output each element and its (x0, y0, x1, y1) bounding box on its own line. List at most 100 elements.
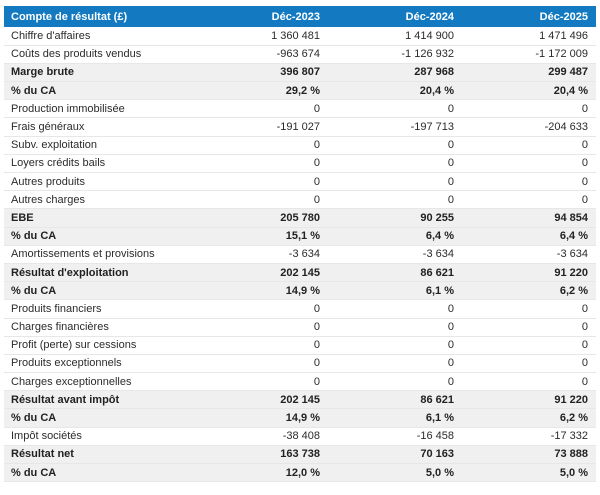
value-cell: -3 634 (462, 245, 596, 264)
value-cell: 5,0 % (462, 463, 596, 483)
value-cell: -3 634 (328, 245, 462, 264)
value-cell: 0 (328, 299, 462, 319)
row-label-cell: % du CA (4, 408, 194, 428)
value-cell: -204 633 (462, 117, 596, 137)
row-label-cell: Frais généraux (4, 117, 194, 137)
value-cell: 0 (194, 354, 328, 374)
row-label-cell: Amortissements et provisions (4, 245, 194, 264)
value-cell: 90 255 (328, 208, 462, 228)
header-cell-dec-2024: Déc-2024 (328, 6, 462, 27)
row-label-cell: Produits financiers (4, 299, 194, 319)
table-row: Résultat net 163 738 70 163 73 888 (4, 445, 596, 465)
value-cell: 91 220 (462, 390, 596, 410)
table-row: Autres produits 0 0 0 (4, 172, 596, 192)
value-cell: 0 (328, 372, 462, 392)
value-cell: 86 621 (328, 390, 462, 410)
row-label-cell: Autres charges (4, 190, 194, 210)
row-label-cell: Marge brute (4, 63, 194, 83)
row-label-cell: EBE (4, 208, 194, 228)
value-cell: 299 487 (462, 63, 596, 83)
row-label-cell: Autres produits (4, 172, 194, 192)
value-cell: 0 (462, 154, 596, 174)
value-cell: 14,9 % (194, 408, 328, 428)
value-cell: 20,4 % (462, 81, 596, 101)
value-cell: 0 (328, 336, 462, 355)
row-label-cell: % du CA (4, 463, 194, 483)
value-cell: 73 888 (462, 445, 596, 465)
value-cell: 0 (462, 336, 596, 355)
row-label-cell: Charges financières (4, 318, 194, 337)
table-row: Profit (perte) sur cessions 0 0 0 (4, 336, 596, 355)
table-row: EBE 205 780 90 255 94 854 (4, 208, 596, 228)
value-cell: 0 (462, 299, 596, 319)
row-label-cell: Résultat net (4, 445, 194, 465)
value-cell: 163 738 (194, 445, 328, 465)
table-row: Production immobilisée 0 0 0 (4, 99, 596, 119)
table-row: Résultat d'exploitation 202 145 86 621 91 2… (4, 263, 596, 283)
value-cell: 15,1 % (194, 227, 328, 246)
value-cell: 20,4 % (328, 81, 462, 101)
row-label-cell: Chiffre d'affaires (4, 27, 194, 46)
value-cell: -17 332 (462, 427, 596, 446)
value-cell: 202 145 (194, 263, 328, 283)
table-row: % du CA 29,2 % 20,4 % 20,4 % (4, 81, 596, 101)
value-cell: 0 (194, 136, 328, 155)
table-row: Autres charges 0 0 0 (4, 190, 596, 210)
value-cell: 70 163 (328, 445, 462, 465)
income-statement-table-container: Compte de résultat (£) Déc-2023 Déc-2024… (4, 6, 596, 483)
value-cell: 0 (328, 318, 462, 337)
value-cell: 202 145 (194, 390, 328, 410)
table-row: Amortissements et provisions -3 634 -3 634… (4, 245, 596, 264)
value-cell: 0 (462, 172, 596, 192)
value-cell: 6,2 % (462, 281, 596, 301)
value-cell: 205 780 (194, 208, 328, 228)
value-cell: 1 471 496 (462, 27, 596, 46)
table-row: Charges financières 0 0 0 (4, 318, 596, 337)
value-cell: 6,4 % (462, 227, 596, 246)
value-cell: 0 (194, 336, 328, 355)
value-cell: -1 126 932 (328, 45, 462, 64)
value-cell: 0 (328, 172, 462, 192)
value-cell: 14,9 % (194, 281, 328, 301)
table-row: Chiffre d'affaires 1 360 481 1 414 900 1 47… (4, 27, 596, 46)
table-row: Marge brute 396 807 287 968 299 487 (4, 63, 596, 83)
value-cell: 12,0 % (194, 463, 328, 483)
row-label-cell: Production immobilisée (4, 99, 194, 119)
value-cell: 0 (194, 299, 328, 319)
row-label-cell: Charges exceptionnelles (4, 372, 194, 392)
row-label-cell: % du CA (4, 81, 194, 101)
table-row: % du CA 12,0 % 5,0 % 5,0 % (4, 463, 596, 483)
value-cell: 6,1 % (328, 281, 462, 301)
table-row: Coûts des produits vendus -963 674 -1 126 … (4, 45, 596, 64)
value-cell: 0 (194, 190, 328, 210)
value-cell: 0 (462, 372, 596, 392)
table-row: % du CA 15,1 % 6,4 % 6,4 % (4, 227, 596, 246)
value-cell: -3 634 (194, 245, 328, 264)
value-cell: -38 408 (194, 427, 328, 446)
value-cell: 5,0 % (328, 463, 462, 483)
table-row: Produits financiers 0 0 0 (4, 299, 596, 319)
value-cell: 0 (462, 354, 596, 374)
row-label-cell: Profit (perte) sur cessions (4, 336, 194, 355)
value-cell: -191 027 (194, 117, 328, 137)
value-cell: 0 (194, 99, 328, 119)
row-label-cell: Résultat d'exploitation (4, 263, 194, 283)
value-cell: 0 (194, 318, 328, 337)
value-cell: 0 (328, 190, 462, 210)
table-row: Impôt sociétés -38 408 -16 458 -17 332 (4, 427, 596, 446)
value-cell: 0 (328, 136, 462, 155)
income-statement-table: Compte de résultat (£) Déc-2023 Déc-2024… (4, 6, 596, 483)
row-label-cell: Subv. exploitation (4, 136, 194, 155)
row-label-cell: % du CA (4, 227, 194, 246)
value-cell: 0 (194, 154, 328, 174)
value-cell: 29,2 % (194, 81, 328, 101)
table-row: Frais généraux -191 027 -197 713 -204 633 (4, 117, 596, 137)
value-cell: 6,2 % (462, 408, 596, 428)
header-cell-dec-2025: Déc-2025 (462, 6, 596, 27)
value-cell: 0 (462, 318, 596, 337)
value-cell: 1 414 900 (328, 27, 462, 46)
row-label-cell: Impôt sociétés (4, 427, 194, 446)
value-cell: 6,1 % (328, 408, 462, 428)
value-cell: 0 (194, 172, 328, 192)
table-header: Compte de résultat (£) Déc-2023 Déc-2024… (4, 6, 596, 27)
